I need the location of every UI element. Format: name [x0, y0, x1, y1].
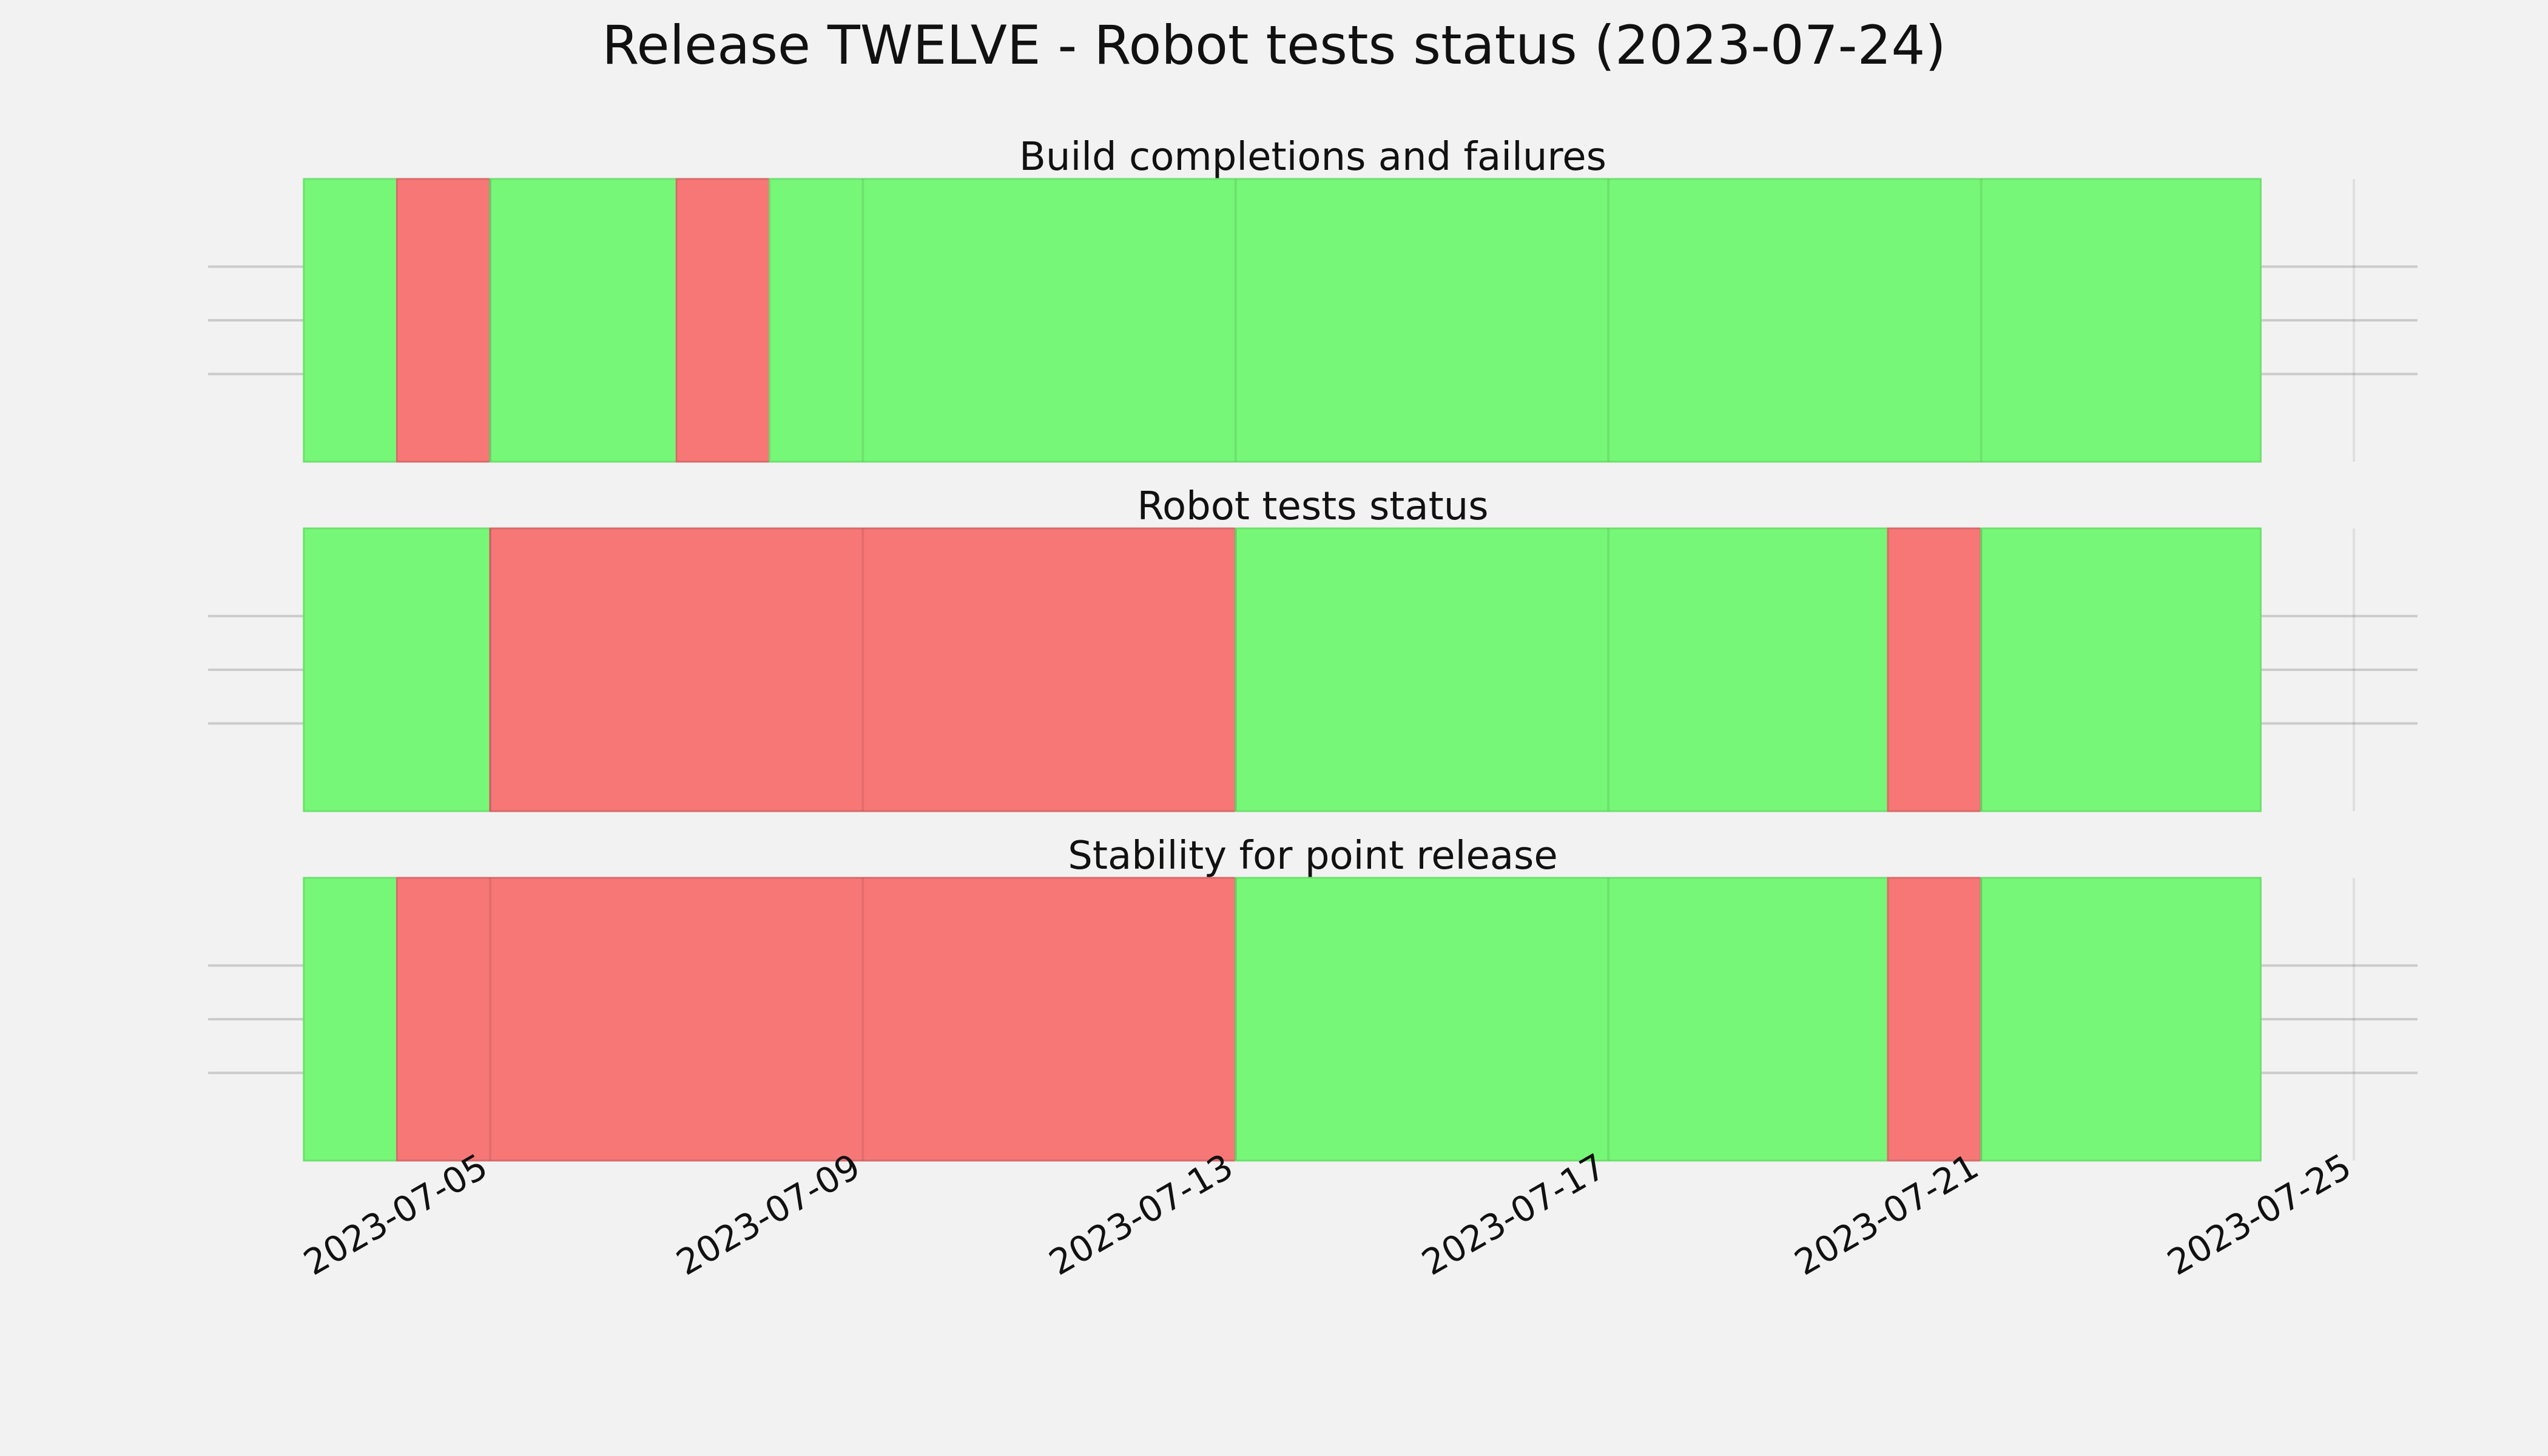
- segment-fail: [396, 877, 1237, 1162]
- panel-title: Stability for point release: [1068, 834, 1558, 878]
- segment-fail: [396, 178, 491, 463]
- segment-pass: [1235, 527, 1889, 812]
- segment-fail: [489, 527, 1237, 812]
- segment-pass: [303, 527, 491, 812]
- segment-pass: [769, 178, 2262, 463]
- panel-1: Build completions and failures: [208, 135, 2418, 463]
- panel-title: Build completions and failures: [1019, 135, 1606, 180]
- segment-fail: [675, 178, 771, 463]
- segment-pass: [303, 877, 398, 1162]
- segment-fail: [1887, 527, 1983, 812]
- panel-3: Stability for point release: [208, 834, 2418, 1162]
- segment-pass: [1980, 527, 2262, 812]
- panel-title: Robot tests status: [1137, 484, 1488, 529]
- segment-pass: [1235, 877, 1889, 1162]
- segment-pass: [1980, 877, 2262, 1162]
- segment-fail: [1887, 877, 1983, 1162]
- segment-pass: [489, 178, 678, 463]
- panels: Build completions and failures Robot test…: [208, 135, 2418, 1162]
- segment-pass: [303, 178, 398, 463]
- panel-2: Robot tests status: [208, 484, 2418, 812]
- chart-title: Release TWELVE - Robot tests status (202…: [602, 14, 1946, 76]
